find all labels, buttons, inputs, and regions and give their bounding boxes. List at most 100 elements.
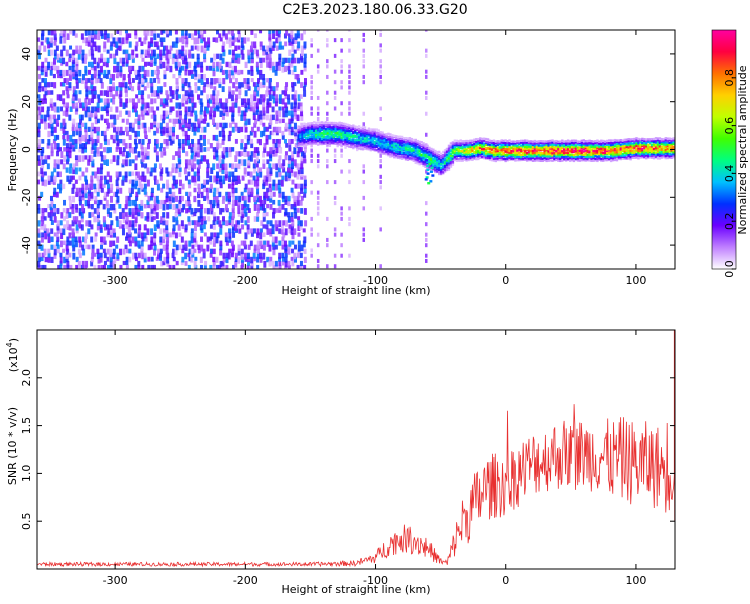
spectrogram-cell [398,150,402,153]
spectrogram-cell [234,53,238,60]
spectrogram-cell [259,199,263,207]
spectrogram-cell [504,150,507,153]
spectrogram-cell [253,195,257,203]
spectrogram-cell [316,211,320,216]
spectrogram-cell [268,82,272,89]
spectrogram-cell [131,57,135,63]
spectrogram-cell [129,191,133,198]
spectrogram-cell [137,212,141,217]
spectrogram-cell [254,118,258,125]
spectrogram-cell [637,157,640,160]
spectrogram-cell [391,135,394,139]
spectrogram-cell [49,203,53,211]
spectrogram-cell [244,102,248,109]
spectrogram-cell [50,179,54,185]
spectrogram-cell [199,264,203,269]
spectrogram-cell [284,90,288,96]
spectrogram-cell [246,256,250,263]
spectrogram-cell [168,110,172,116]
spectrogram-cell [269,256,273,262]
spectrogram-cell [338,129,341,133]
spectrogram-cell [63,30,67,34]
spectrogram-cell [85,90,89,97]
spectrogram-cell [41,98,45,105]
spectrogram-cell [377,137,380,140]
spectrogram-cell [115,147,119,153]
spectrogram-cell [63,147,67,152]
spectrogram-cell [190,90,194,97]
spectrogram-cell [216,232,220,239]
spectrogram-cell [537,144,541,147]
spectrogram-cell [412,159,416,162]
spectrogram-cell [250,98,254,106]
spectrogram-cell [469,158,472,161]
spectrogram-cell [453,147,457,151]
spectrogram-cell [336,122,339,125]
spectrogram-cell [102,248,106,254]
spectrogram-cell [38,82,42,89]
spectrogram-cell [385,134,388,137]
spectrogram-cell [50,236,54,243]
spectrogram-cell [190,45,194,51]
spectrogram-cell [362,38,366,43]
spectrogram-cell [154,143,158,151]
spectrogram-cell [455,157,459,160]
spectrogram-cell [75,224,79,231]
spectrogram-cell [203,53,207,60]
spectrogram-cell [84,30,88,36]
spectrogram-cell [488,139,492,142]
spectrogram-cell [243,252,247,260]
spectrogram-cell [182,130,186,137]
spectrogram-cell [502,145,505,149]
spectrogram-cell [281,195,285,203]
spectrogram-cell [94,45,98,52]
spectrogram-cell [535,141,539,145]
spectrogram-cell [184,69,188,76]
spectrogram-cell [238,195,242,203]
spectrogram-cell [326,38,329,43]
spectrogram-cell [162,212,166,218]
spectrogram-cell [243,244,247,250]
spectrogram-cell [74,167,78,175]
spectrogram-cell [598,145,601,149]
spectrogram-cell [328,132,332,136]
spectrogram-cell [143,86,147,91]
spectrogram-cell [484,154,488,157]
spectrogram-cell [334,127,337,131]
spectrogram-cell [153,232,157,239]
spectrogram-cell [543,149,546,153]
spectrogram-cell [272,143,276,150]
spectrogram-cell [299,144,302,147]
spectrogram-cell [178,73,182,79]
spectrogram-cell [310,253,313,258]
spectrogram-cell [439,156,443,159]
spectrogram-cell [78,236,82,243]
spectrogram-cell [68,73,72,81]
spectrogram-cell [488,158,492,161]
spectrogram-cell [477,146,480,149]
spectrogram-cell [357,147,361,150]
spectrogram-cell [162,260,166,266]
spectrogram-cell [424,145,427,149]
spectrogram-cell [441,153,445,157]
spectrogram-cell [566,148,570,151]
spectrogram-cell [609,154,613,158]
spectrogram-cell [537,151,541,154]
spectrogram-cell [187,216,191,222]
spectrogram-cell [463,154,466,158]
spectrogram-cell [162,147,166,152]
spectrogram-cell [184,114,188,120]
spectrogram-cell [218,155,222,160]
spectrogram-cell [191,252,195,258]
spectrogram-cell [326,148,329,153]
spectrogram-cell [369,141,373,144]
spectrogram-cell [43,264,47,269]
spectrogram-cell [193,260,197,268]
spectrogram-cell [62,110,66,116]
spectrogram-cell [564,143,568,147]
spectrogram-cell [221,126,225,132]
spectrogram-cell [361,130,365,133]
spectrogram-cell [291,240,295,245]
spectrogram-cell [91,30,95,36]
spectrogram-cell [506,141,509,144]
